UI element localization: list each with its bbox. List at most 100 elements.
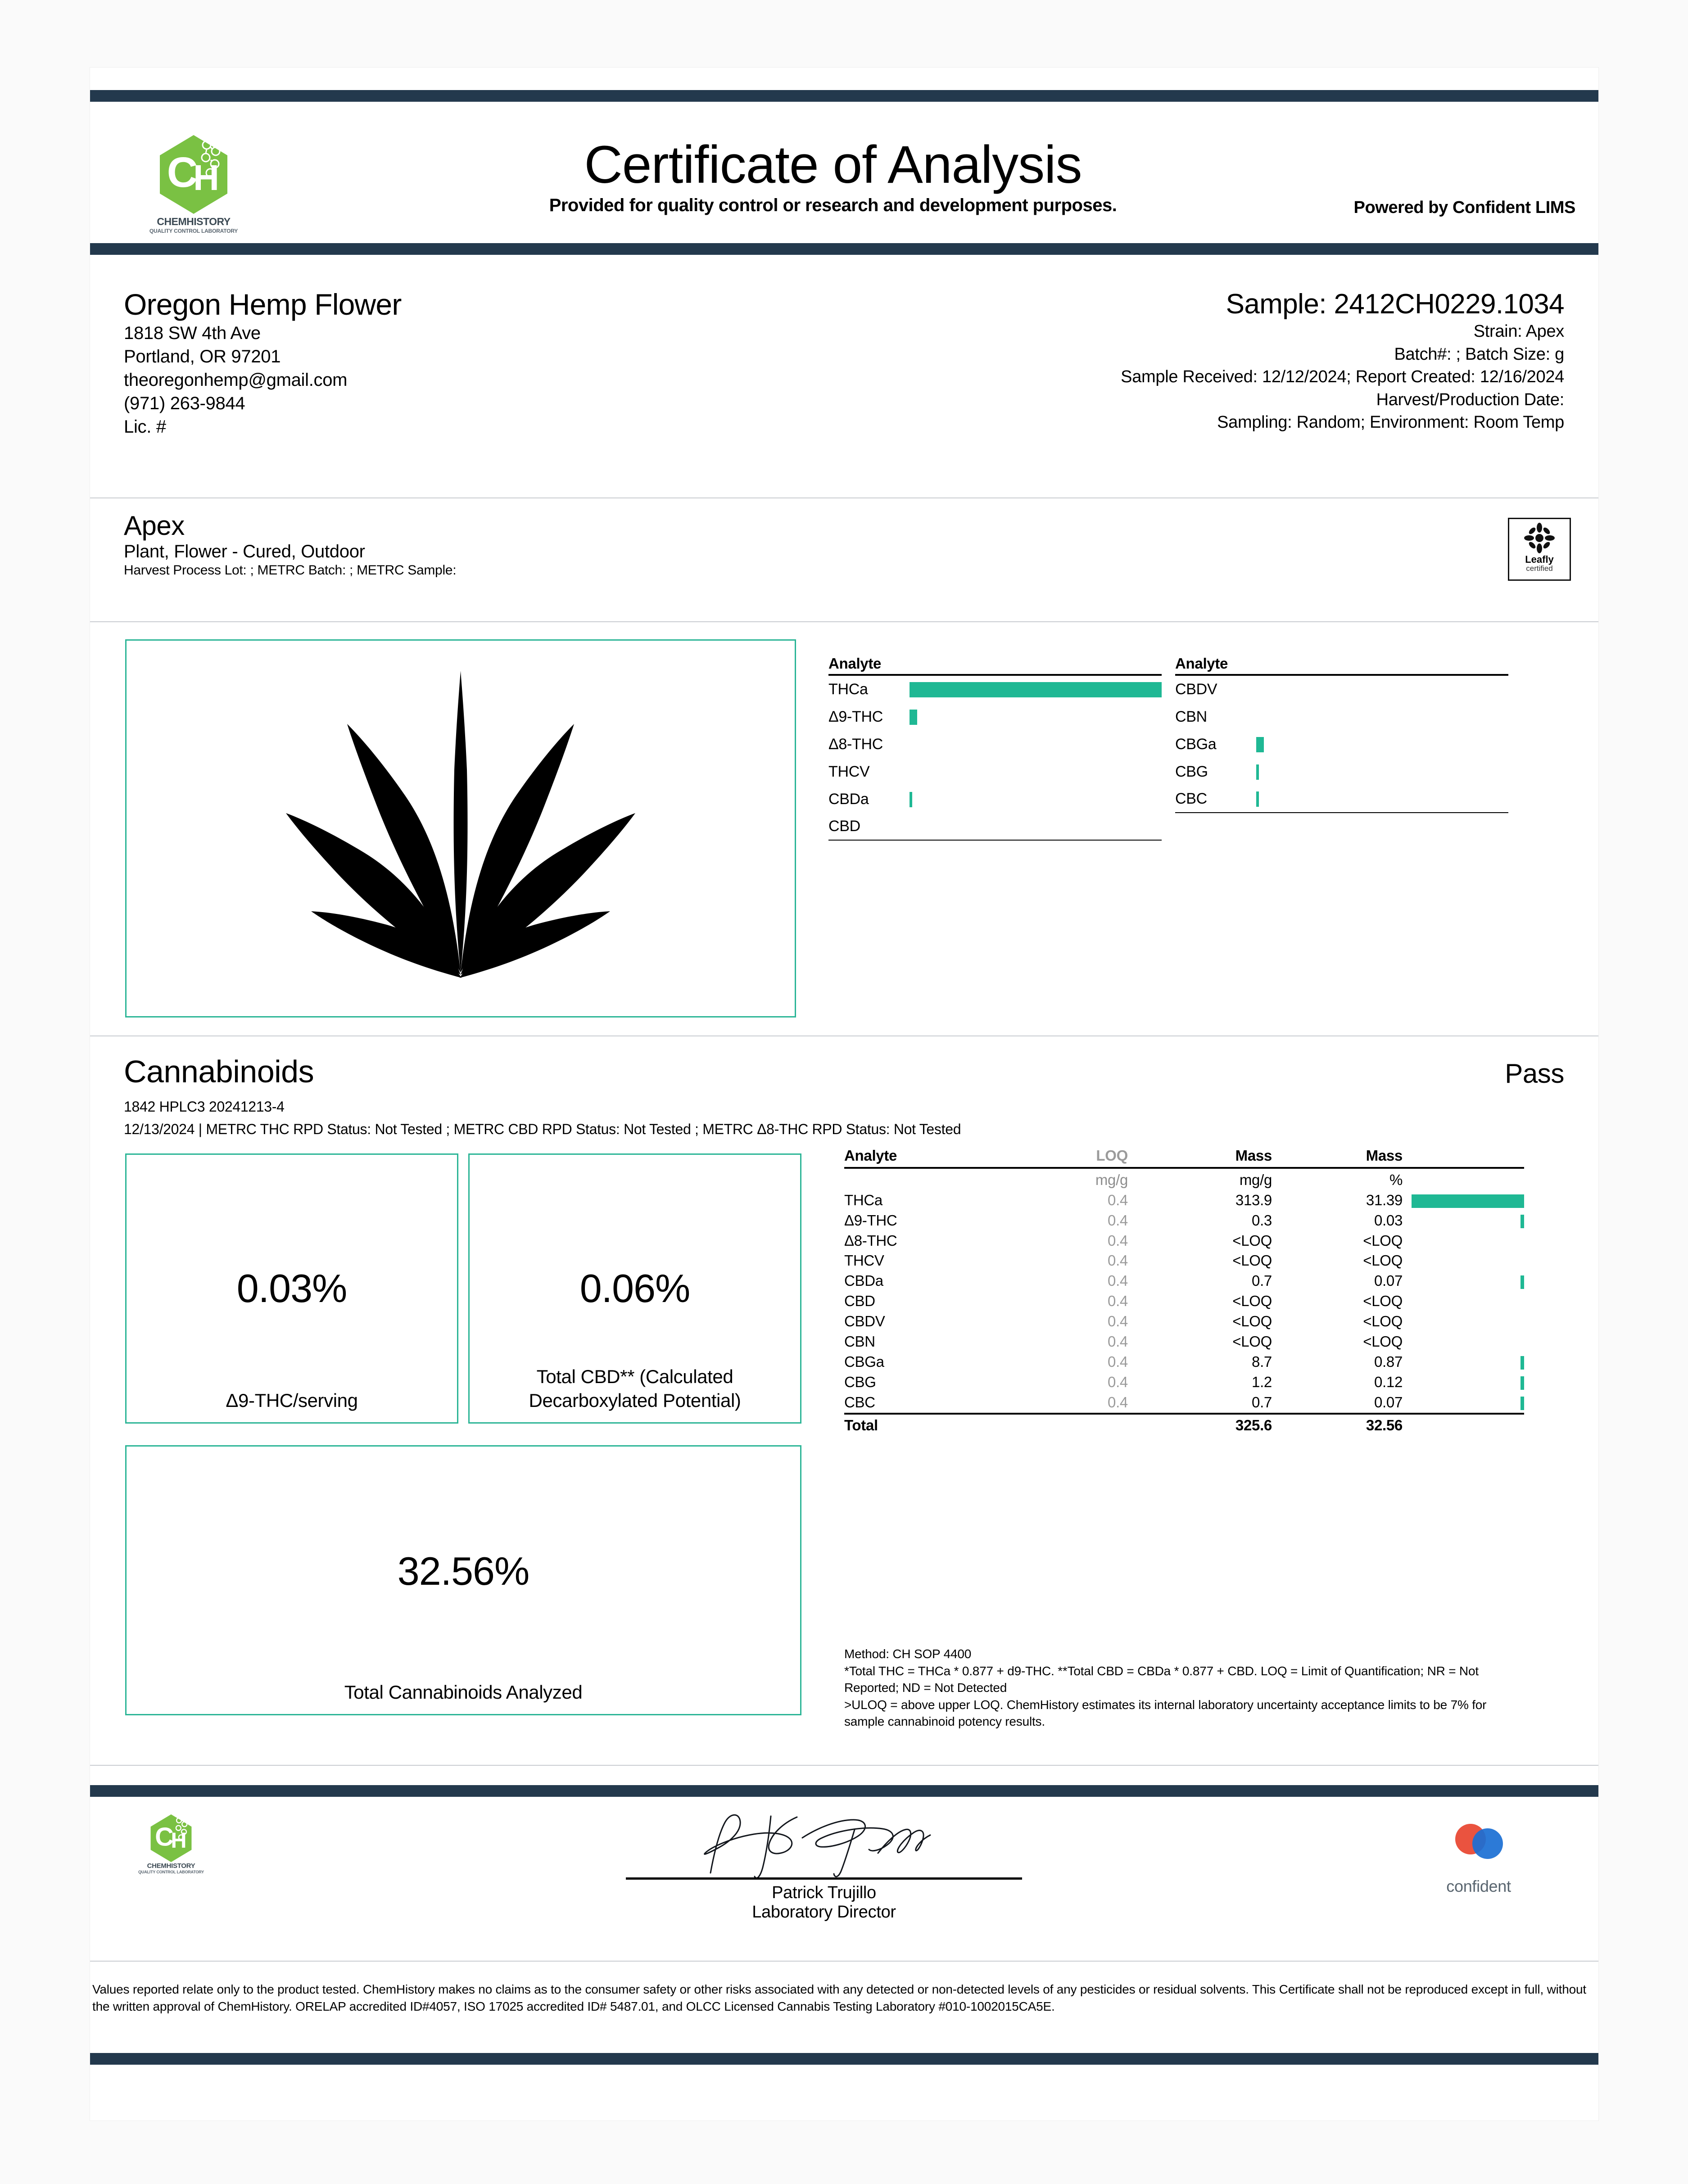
analyte-preview-row: THCa [828, 676, 1162, 703]
cell-loq: 0.4 [1108, 1252, 1128, 1269]
chemhistory-hex-icon: C H [160, 135, 227, 214]
bottom-rule [90, 2053, 1598, 2065]
analyte-preview-row: CBG [1175, 758, 1508, 786]
cell-bar [1403, 1190, 1524, 1211]
cannabinoids-run-id: 1842 HPLC3 20241213-4 [124, 1099, 285, 1115]
analyte-bar-track [910, 708, 1162, 727]
cell-mass-pct: 0.07 [1374, 1393, 1403, 1411]
col-bar [1403, 1146, 1524, 1169]
unit-mass-mg: mg/g [1239, 1171, 1272, 1188]
cannabinoids-rpd-status: 12/13/2024 | METRC THC RPD Status: Not T… [124, 1121, 961, 1137]
table-total-row: Total 325.6 32.56 [844, 1412, 1524, 1436]
client-email[interactable]: theoregonhemp@gmail.com [124, 370, 348, 390]
title-block: Certificate of Analysis Provided for qua… [405, 135, 1261, 216]
analyte-bar-track [1256, 790, 1508, 809]
signatory-role: Laboratory Director [752, 1903, 896, 1922]
client-name: Oregon Hemp Flower [124, 288, 402, 321]
unit-mass-pct: % [1389, 1171, 1403, 1188]
analyte-bar-track [1256, 735, 1508, 754]
footer-chemhistory-logo: C H CHEMHISTORY QUALITY CONTROL LABORATO… [131, 1814, 212, 1874]
table-row: CBC 0.4 0.7 0.07 [844, 1393, 1524, 1414]
cell-analyte: Δ9-THC [844, 1212, 897, 1229]
analyte-preview-column-right: Analyte CBDV CBN CBGa CBG CBC [1175, 655, 1508, 841]
cell-mass-mg: 313.9 [1235, 1191, 1272, 1208]
leafly-flower-icon [1524, 523, 1555, 553]
row-bar [1521, 1275, 1524, 1289]
analyte-bar-track [910, 790, 1162, 809]
cell-loq: 0.4 [1108, 1293, 1128, 1310]
table-row: THCa 0.4 313.9 31.39 [844, 1190, 1524, 1211]
sample-sampling: Sampling: Random; Environment: Room Temp [1217, 413, 1564, 432]
sample-id: Sample: 2412CH0229.1034 [1226, 289, 1565, 320]
row-bar [1412, 1194, 1524, 1208]
cell-mass-pct: 0.87 [1374, 1353, 1403, 1370]
cannabinoid-results-table: Analyte LOQ Mass Mass mg/g mg/g % THCa 0… [844, 1146, 1524, 1436]
cell-loq: 0.4 [1108, 1272, 1128, 1289]
row-bar [1521, 1214, 1524, 1228]
cell-analyte: CBG [844, 1373, 876, 1390]
cell-bar [1403, 1352, 1524, 1372]
cell-mass-mg: <LOQ [1232, 1232, 1272, 1249]
cell-bar [1403, 1311, 1524, 1332]
page-subtitle: Provided for quality control or research… [549, 195, 1117, 216]
product-block: Apex Plant, Flower - Cured, Outdoor Harv… [124, 511, 1475, 579]
cell-mass-mg: <LOQ [1232, 1333, 1272, 1350]
table-row: Δ8-THC 0.4 <LOQ <LOQ [844, 1231, 1524, 1251]
analyte-bar [910, 709, 917, 725]
cell-loq: 0.4 [1108, 1393, 1128, 1411]
analyte-bar-track [910, 680, 1162, 699]
analyte-preview-row: THCV [828, 758, 1162, 786]
sample-strain: Strain: Apex [1473, 322, 1565, 341]
header-rule [90, 243, 1598, 255]
col-mass-pct: Mass [1272, 1146, 1403, 1169]
product-type: Plant, Flower - Cured, Outdoor [124, 542, 365, 561]
sample-harvest-date: Harvest/Production Date: [1376, 390, 1565, 409]
analyte-preview-row: Δ8-THC [828, 731, 1162, 758]
sample-dates: Sample Received: 12/12/2024; Report Crea… [1121, 367, 1564, 387]
top-rule [90, 90, 1598, 102]
svg-text:C: C [155, 1823, 174, 1852]
divider-sample-product [90, 497, 1598, 498]
analyte-preview-column-left: Analyte THCa Δ9-THC Δ8-THC THCV CBDa CBD [828, 655, 1162, 841]
confident-wordmark: confident [1446, 1877, 1511, 1895]
analyte-bar-track [1256, 680, 1508, 699]
cell-mass-pct: 0.03 [1374, 1212, 1403, 1229]
svg-text:C: C [167, 149, 198, 196]
footer-logo-subcaption: QUALITY CONTROL LABORATORY [138, 1870, 204, 1874]
cell-mass-mg: 1.2 [1252, 1373, 1272, 1390]
cell-analyte: CBGa [844, 1353, 884, 1370]
analyte-bar-track [1256, 763, 1508, 782]
cell-analyte: CBDa [844, 1272, 883, 1289]
chemhistory-hex-icon-small: C H [150, 1814, 192, 1862]
analyte-preview-row: CBDa [828, 786, 1162, 813]
cell-mass-mg: 0.3 [1252, 1212, 1272, 1229]
analyte-bar [1256, 764, 1259, 780]
potency-box-total-cbd: 0.06% Total CBD** (Calculated Decarboxyl… [468, 1153, 801, 1424]
table-row: THCV 0.4 <LOQ <LOQ [844, 1251, 1524, 1271]
cell-loq: 0.4 [1108, 1373, 1128, 1390]
cell-analyte: CBN [844, 1333, 875, 1350]
analyte-bar [1256, 737, 1264, 752]
analyte-label: THCV [828, 763, 870, 780]
potency-box-thc-serving: 0.03% Δ9-THC/serving [125, 1153, 458, 1424]
potency-label: Total Cannabinoids Analyzed [344, 1681, 583, 1703]
client-phone: (971) 263-9844 [124, 393, 245, 413]
analyte-bar [910, 791, 912, 807]
cell-total-mg: 325.6 [1128, 1412, 1272, 1436]
analyte-label: CBN [1175, 708, 1207, 725]
divider-product-image [90, 621, 1598, 622]
analyte-label: CBD [828, 818, 860, 835]
potency-value: 0.06% [579, 1266, 691, 1311]
cell-bar [1403, 1251, 1524, 1271]
powered-by-label: Powered by Confident LIMS [1353, 198, 1576, 217]
table-row: CBDa 0.4 0.7 0.07 [844, 1271, 1524, 1291]
footer-rule [90, 1785, 1598, 1797]
cell-mass-mg: <LOQ [1232, 1252, 1272, 1269]
analyte-bar-track [1256, 708, 1508, 727]
cell-analyte: CBDV [844, 1313, 885, 1330]
analyte-label: CBG [1175, 763, 1208, 780]
analyte-label: Δ8-THC [828, 736, 883, 753]
analyte-label: CBDV [1175, 681, 1217, 698]
cell-bar [1403, 1211, 1524, 1231]
unit-loq: mg/g [1095, 1171, 1128, 1188]
